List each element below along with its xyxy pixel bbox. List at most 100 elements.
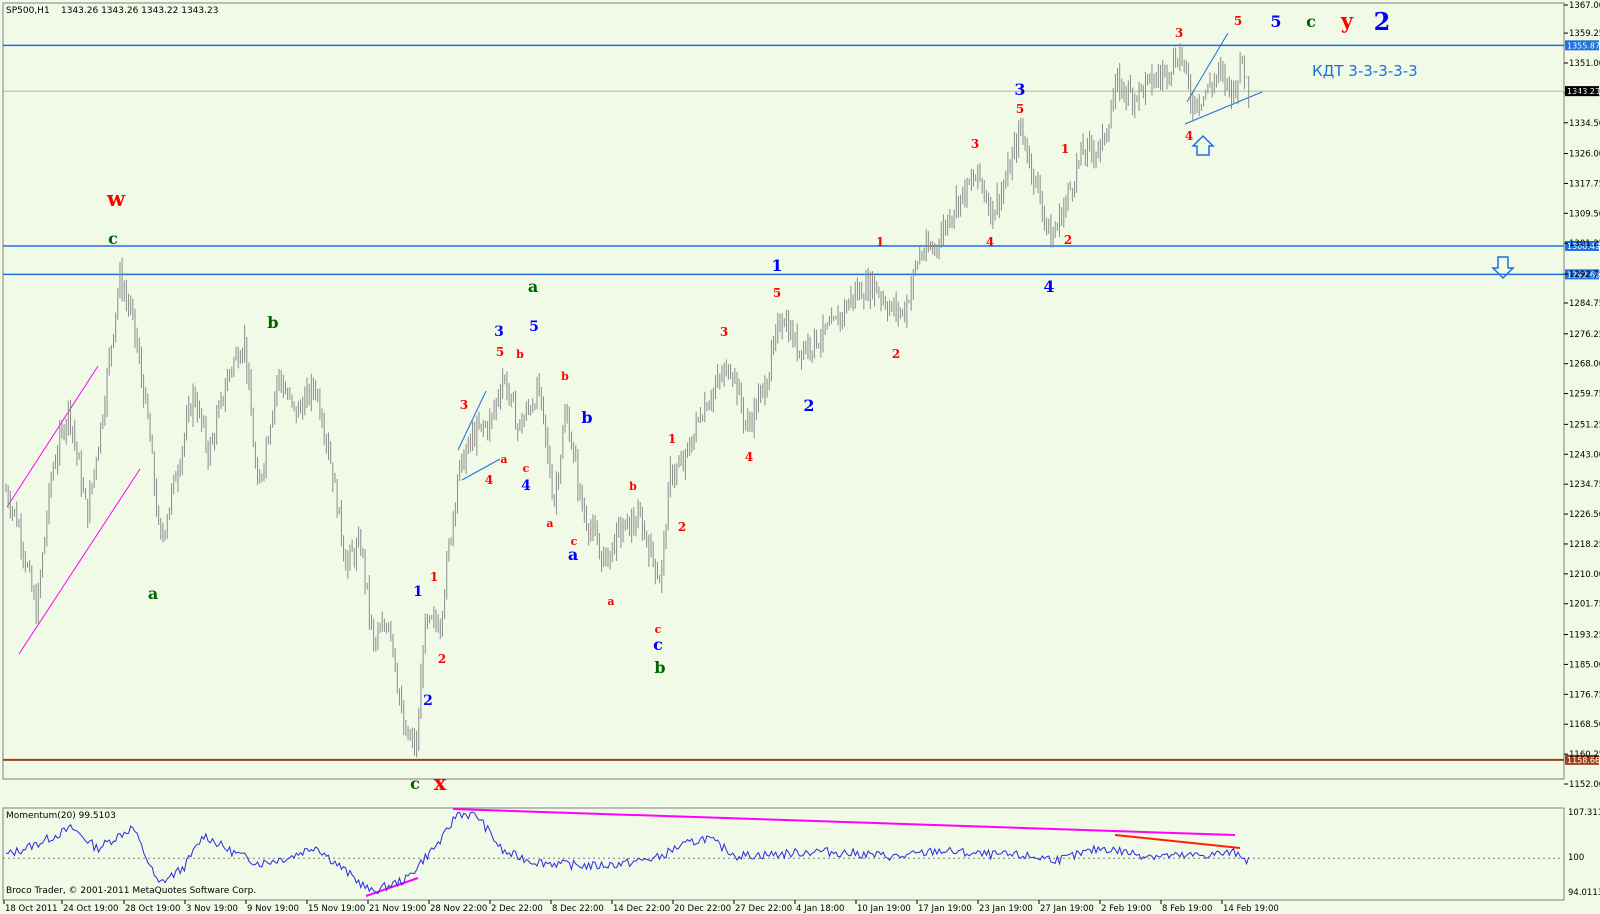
level-tag: [1565, 269, 1599, 280]
wave-label: 4: [485, 473, 493, 487]
wave-label: b: [561, 370, 569, 383]
x-tick-label: 4 Jan 18:00: [796, 904, 844, 914]
wave-label: c: [653, 635, 663, 654]
y-tick-label: 1226.50: [1569, 510, 1600, 520]
y-tick-label: 1301.25: [1569, 239, 1600, 249]
wave-label: c: [523, 462, 530, 475]
wave-label: c: [655, 623, 662, 636]
y-tick-label: 1259.75: [1569, 390, 1600, 400]
indicator-title: Momentum(20) 99.5103: [6, 811, 116, 821]
momentum-low-line: [365, 877, 419, 897]
x-tick-label: 17 Jan 19:00: [918, 904, 972, 914]
channel-lower-line: [18, 468, 141, 655]
y-tick-label: 1201.75: [1569, 600, 1600, 610]
wave-label: a: [546, 517, 553, 530]
x-tick-label: 27 Jan 19:00: [1040, 904, 1094, 914]
level-tag: [1565, 40, 1599, 51]
wave-label: 5: [496, 345, 504, 359]
x-tick-label: 27 Dec 22:00: [735, 904, 792, 914]
indicator-tick-bottom: 94.0113: [1568, 888, 1600, 898]
y-tick-label: 1276.25: [1569, 330, 1600, 340]
wave-label: b: [581, 408, 592, 427]
wave-label: 3: [494, 324, 504, 340]
momentum-divergence-line: [452, 808, 1236, 836]
wave-label: 2: [892, 347, 900, 361]
wave-label: b: [516, 348, 524, 361]
level-tag-label: 1300.49: [1567, 242, 1600, 251]
ohlc-bars: [5, 43, 1250, 758]
channel-upper-line: [6, 365, 99, 508]
x-tick-label: 14 Dec 22:00: [613, 904, 670, 914]
wave-label: c: [410, 774, 420, 793]
wave-label: 1: [668, 432, 676, 446]
wave-label: 1: [771, 256, 782, 275]
pattern-annotation: КДТ 3-3-3-3-3: [1312, 62, 1418, 80]
wave-label: 5: [1234, 14, 1242, 28]
wave-label: w: [106, 186, 126, 211]
horizontal-levels: 1355.87 1343.23 1300.49 1292.66 1158.66: [3, 40, 1600, 765]
y-tick-label: 1193.25: [1569, 631, 1600, 641]
y-tick-label: 1210.00: [1569, 570, 1600, 580]
y-tick-label: 1176.75: [1569, 690, 1600, 700]
wave-label: 5: [773, 286, 781, 300]
y-tick-label: 1292.75: [1569, 270, 1600, 280]
wave-label: a: [568, 545, 578, 564]
wave-label: a: [148, 584, 158, 603]
wave-label: 2: [1374, 7, 1391, 36]
price-axis: 1367.00 1359.25 1351.00 1342.75 1334.50 1326.…: [1564, 1, 1600, 790]
wave-label: 1: [1061, 142, 1069, 156]
y-tick-label: 1334.50: [1569, 119, 1600, 129]
y-tick-label: 1185.00: [1569, 660, 1600, 670]
y-tick-label: 1152.00: [1569, 780, 1600, 790]
indicator-tick-top: 107.311: [1568, 808, 1600, 818]
level-tag-label: 1158.66: [1567, 756, 1600, 765]
wave-label: 3: [1175, 26, 1183, 40]
wave-label: 3: [460, 398, 468, 412]
momentum-series: [3, 811, 1564, 895]
arrow-down-icon: [1491, 256, 1515, 280]
level-tag: [1565, 754, 1599, 765]
wave-label: 3: [1014, 80, 1025, 99]
y-tick-label: 1342.75: [1569, 89, 1600, 99]
y-tick-label: 1268.00: [1569, 360, 1600, 370]
wave-label: c: [1306, 12, 1316, 31]
x-tick-label: 18 Oct 2011: [5, 904, 58, 914]
trend-lines: [6, 32, 1263, 897]
y-tick-label: 1317.75: [1569, 179, 1600, 189]
y-tick-label: 1367.00: [1569, 1, 1600, 11]
y-tick-label: 1218.25: [1569, 540, 1600, 550]
y-tick-label: 1326.00: [1569, 150, 1600, 160]
wave-label: x: [434, 770, 447, 795]
x-tick-label: 21 Nov 19:00: [369, 904, 426, 914]
y-tick-label: 1168.50: [1569, 720, 1600, 730]
indicator-pane-border: [2, 807, 1565, 901]
x-tick-label: 8 Dec 22:00: [552, 904, 604, 914]
y-tick-label: 1351.00: [1569, 59, 1600, 69]
x-tick-label: 9 Nov 19:00: [247, 904, 299, 914]
copyright-text: Broco Trader, © 2001-2011 MetaQuotes Sof…: [6, 886, 256, 896]
level-tag: [1565, 86, 1599, 97]
wave-label: 2: [678, 520, 686, 534]
x-tick-label: 24 Oct 19:00: [63, 904, 118, 914]
x-tick-label: 2 Dec 22:00: [491, 904, 543, 914]
wave-label: 5: [529, 319, 539, 335]
wave-label: 2: [1064, 233, 1072, 247]
wave-label: a: [500, 453, 507, 466]
wave-label: a: [607, 595, 614, 608]
x-tick-label: 8 Feb 19:00: [1162, 904, 1212, 914]
y-tick-label: 1284.75: [1569, 299, 1600, 309]
triangle-lower-line: [461, 458, 501, 481]
wave-label: 5: [1016, 102, 1024, 116]
y-tick-label: 1309.50: [1569, 209, 1600, 219]
y-tick-label: 1234.75: [1569, 480, 1600, 490]
wave-label: 4: [986, 235, 994, 249]
x-tick-label: 14 Feb 19:00: [1223, 904, 1279, 914]
time-axis: 18 Oct 2011 24 Oct 19:00 28 Oct 19:00 3 Nov…: [3, 900, 1279, 914]
wave-label: c: [108, 229, 118, 248]
wave-label: 3: [971, 137, 979, 151]
wave-label: 2: [803, 396, 814, 415]
wave-label: 4: [1185, 129, 1193, 143]
x-tick-label: 2 Feb 19:00: [1101, 904, 1151, 914]
momentum-red-line: [1114, 834, 1241, 849]
